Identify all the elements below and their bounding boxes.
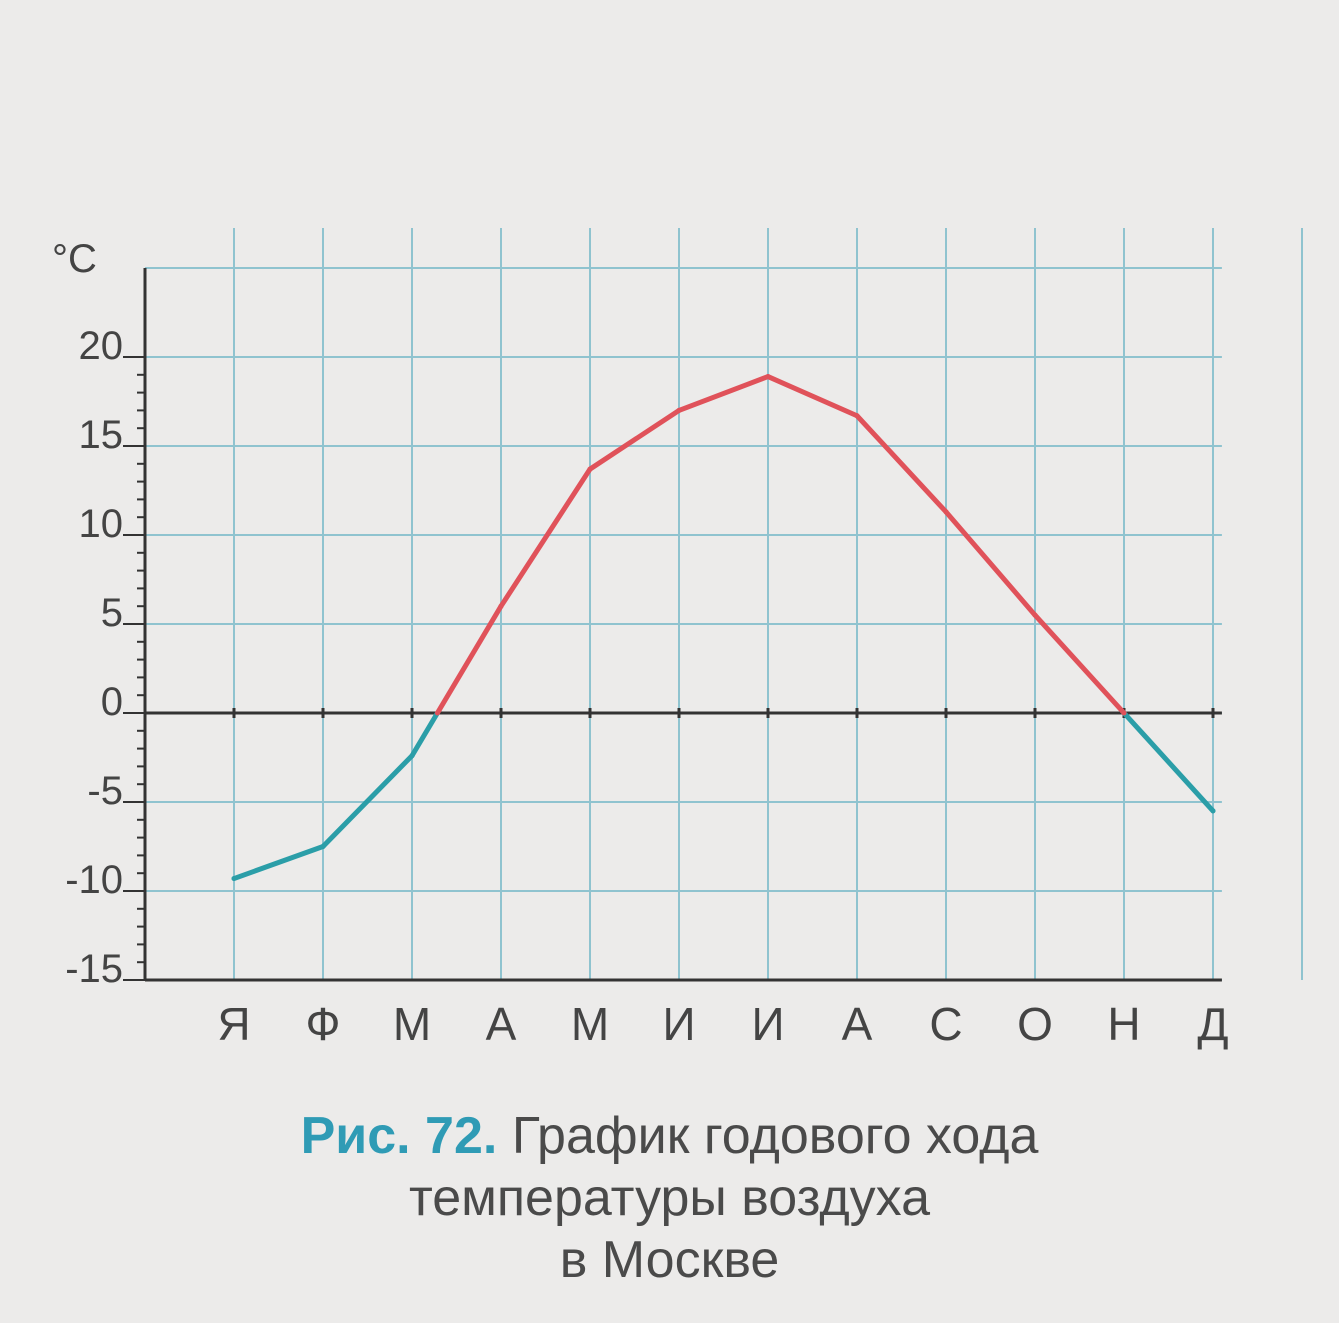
temperature-line-segment — [320, 753, 415, 849]
figure-label: Рис. 72. — [300, 1107, 498, 1165]
data-point — [231, 876, 237, 882]
temperature-line-segment — [676, 374, 771, 413]
x-tick-label: А — [842, 998, 873, 1050]
y-axis-unit-label: °C — [52, 237, 97, 281]
data-point — [587, 466, 593, 472]
temperature-line-segment — [1121, 710, 1216, 814]
data-point — [498, 603, 504, 609]
temperature-line-segment — [409, 710, 440, 759]
temperature-line-segment — [587, 407, 682, 472]
x-tick-label: С — [929, 998, 962, 1050]
x-tick-label: М — [571, 998, 609, 1050]
x-tick-label: Д — [1197, 998, 1228, 1050]
temperature-line-segment — [1032, 612, 1127, 716]
data-point — [676, 407, 682, 413]
temperature-line-segment — [498, 466, 593, 609]
y-tick-label: 5 — [101, 591, 123, 635]
temperature-line-segment — [231, 844, 326, 882]
x-tick-label: Ф — [306, 998, 341, 1050]
y-tick-label: -15 — [65, 947, 123, 991]
temperature-line-segment — [854, 413, 949, 515]
caption-line-3: в Москве — [559, 1231, 780, 1289]
y-tick-label: 10 — [79, 502, 124, 546]
data-point — [320, 844, 326, 849]
y-tick-label: -10 — [65, 858, 123, 902]
data-point — [409, 753, 415, 759]
x-tick-label: Н — [1107, 998, 1140, 1050]
data-point — [765, 374, 771, 380]
y-tick-label: 0 — [101, 680, 123, 724]
temperature-line-segment — [434, 603, 504, 716]
temperature-line-segment — [943, 509, 1038, 618]
y-tick-label: 20 — [79, 324, 124, 368]
x-tick-label: А — [486, 998, 517, 1050]
data-point — [1210, 808, 1216, 814]
x-tick-label: М — [393, 998, 431, 1050]
data-point — [1121, 710, 1127, 716]
caption-line-1: График годового хода — [511, 1107, 1039, 1165]
x-tick-label: И — [751, 998, 784, 1050]
y-tick-label: 15 — [79, 413, 124, 457]
data-point — [1032, 612, 1038, 618]
caption-line-2: температуры воздуха — [409, 1169, 930, 1227]
temperature-line-segment — [765, 374, 860, 419]
x-tick-label: О — [1017, 998, 1053, 1050]
y-tick-label: -5 — [87, 769, 123, 813]
x-tick-label: И — [662, 998, 695, 1050]
data-point — [854, 413, 860, 419]
figure-caption: Рис. 72. График годового хода температур… — [0, 1105, 1339, 1291]
data-point — [943, 509, 949, 515]
x-tick-label: Я — [217, 998, 250, 1050]
